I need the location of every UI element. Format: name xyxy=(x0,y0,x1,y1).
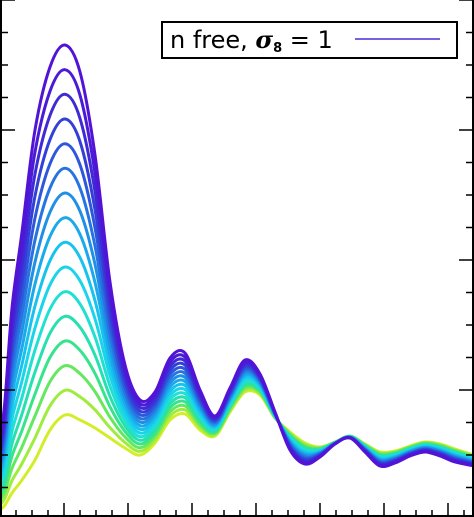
curve-9 xyxy=(0,240,474,479)
legend-box xyxy=(161,21,458,59)
legend-label: n free, σ8 = 1 xyxy=(170,25,333,56)
legend-prefix: n free, xyxy=(170,26,255,54)
curve-13 xyxy=(0,339,474,497)
legend-suffix: = 1 xyxy=(282,26,333,54)
curves-group xyxy=(0,43,474,512)
legend-symbol: σ xyxy=(255,25,273,54)
curve-3 xyxy=(0,92,474,467)
legend-subscript: 8 xyxy=(273,41,282,56)
curve-7 xyxy=(0,191,474,470)
legend: n free, σ8 = 1 xyxy=(161,21,458,59)
curve-8 xyxy=(0,216,474,475)
curve-1 xyxy=(0,43,474,469)
